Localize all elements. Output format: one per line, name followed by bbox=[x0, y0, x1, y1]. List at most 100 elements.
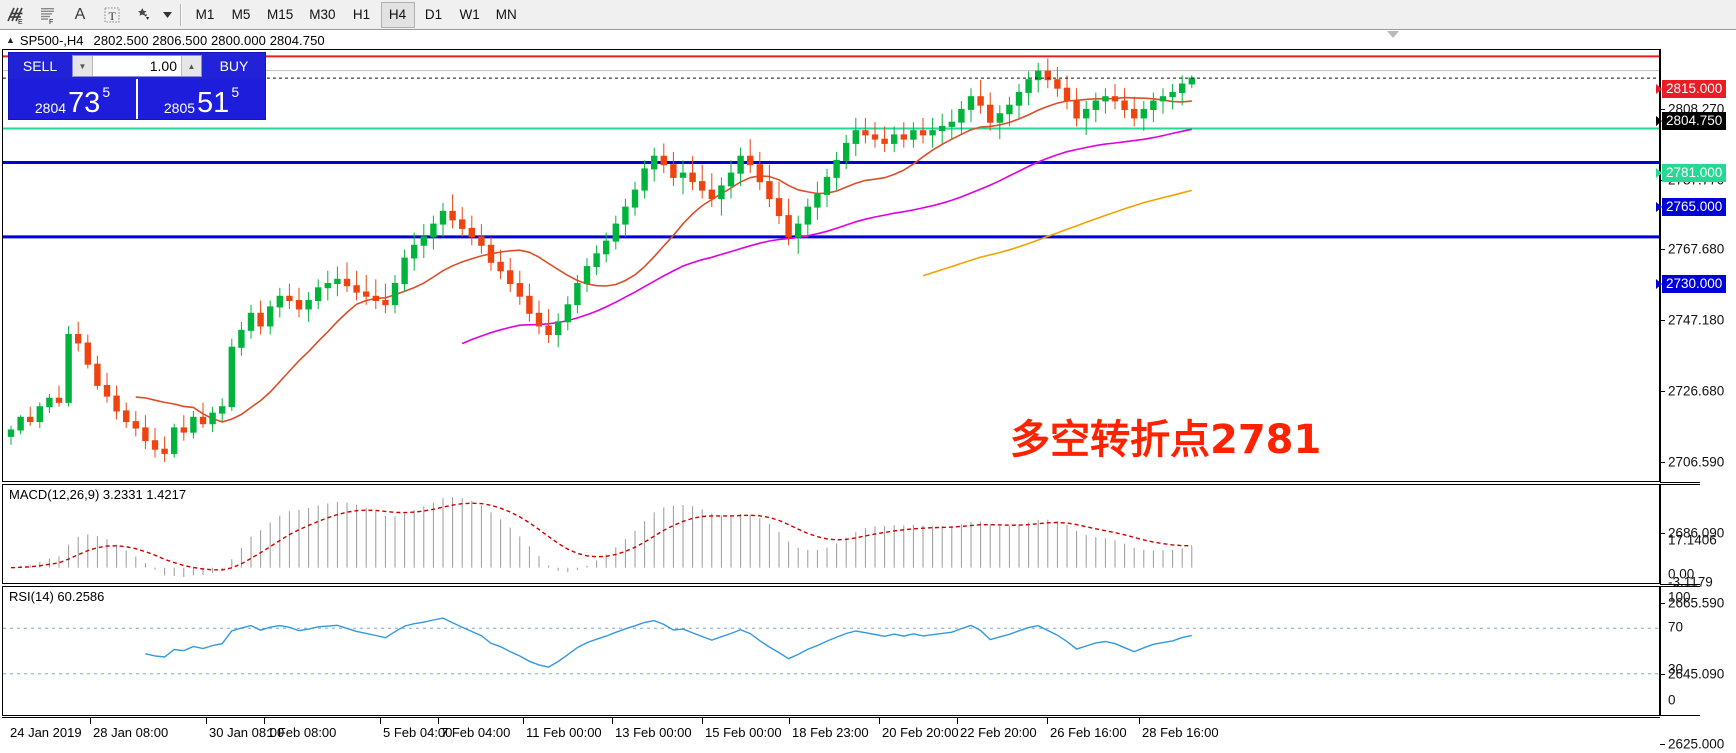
time-axis-label: 7 Feb 04:00 bbox=[441, 725, 511, 740]
time-axis-label: 22 Feb 20:00 bbox=[960, 725, 1037, 740]
timeframe-group: M1 M5 M15 M30 H1 H4 D1 W1 MN bbox=[188, 1, 526, 28]
time-axis-label: 20 Feb 20:00 bbox=[882, 725, 959, 740]
indicators-icon[interactable]: E bbox=[0, 1, 32, 29]
time-axis-label: 26 Feb 16:00 bbox=[1050, 725, 1127, 740]
axis-tick-mark bbox=[1660, 391, 1665, 392]
price-tick-label: 2665.590 bbox=[1668, 595, 1725, 611]
time-tick-mark bbox=[523, 718, 524, 724]
timeframe-m5[interactable]: M5 bbox=[231, 7, 251, 22]
time-axis-label: 18 Feb 23:00 bbox=[792, 725, 869, 740]
time-tick-mark bbox=[380, 718, 381, 724]
symbol-label: SP500-,H4 bbox=[19, 32, 84, 48]
time-axis[interactable]: 24 Jan 2019 28 Jan 08:00 30 Jan 08:00 1 Feb… bbox=[2, 717, 1660, 751]
price-level-box[interactable]: 2781.000 bbox=[1662, 164, 1727, 182]
objects-dropdown-caret-icon[interactable] bbox=[160, 1, 174, 29]
axis-frame bbox=[1660, 49, 1700, 716]
price-axis[interactable]: 2808.2702787.7702767.6802747.1802726.680… bbox=[1656, 49, 1736, 752]
time-tick-mark bbox=[1047, 718, 1048, 724]
axis-tick-mark bbox=[1660, 462, 1665, 463]
price-level-box[interactable]: 2804.750 bbox=[1662, 112, 1727, 130]
buy-price-prefix: 2805 bbox=[163, 100, 196, 116]
price-pane[interactable] bbox=[2, 49, 1660, 482]
time-axis-label: 24 Jan 2019 bbox=[10, 725, 82, 740]
templates-icon[interactable]: F bbox=[32, 1, 64, 29]
timeframe-m1[interactable]: M1 bbox=[195, 7, 215, 22]
rsi-tick-label: 100 bbox=[1668, 589, 1691, 605]
svg-text:E: E bbox=[18, 19, 23, 26]
macd-pane[interactable]: MACD(12,26,9) 3.2331 1.4217 bbox=[2, 484, 1660, 584]
chart-annotation-text[interactable]: 多空转折点2781 bbox=[1010, 417, 1322, 463]
time-tick-mark bbox=[612, 718, 613, 724]
price-tick-label: 2686.090 bbox=[1668, 525, 1725, 541]
text-label-icon[interactable]: T bbox=[96, 1, 128, 29]
rsi-pane[interactable]: RSI(14) 60.2586 bbox=[2, 586, 1660, 716]
price-level-box[interactable]: 2730.000 bbox=[1662, 275, 1727, 293]
volume-increment-icon[interactable]: ▲ bbox=[181, 56, 201, 76]
buy-price[interactable]: 2805 51 5 bbox=[136, 79, 265, 119]
trade-panel-prices: 2804 73 5 2805 51 5 bbox=[9, 79, 265, 119]
axis-tick-mark bbox=[1660, 533, 1665, 534]
buy-button[interactable]: BUY bbox=[219, 58, 249, 74]
price-tick-label: 2625.000 bbox=[1668, 736, 1725, 752]
price-level-marker-icon bbox=[1656, 84, 1662, 94]
trade-panel-top-row: SELL ▼ 1.00 ▲ BUY bbox=[9, 53, 265, 79]
volume-stepper[interactable]: ▼ 1.00 ▲ bbox=[72, 55, 202, 77]
time-axis-label: 28 Feb 16:00 bbox=[1142, 725, 1219, 740]
toolbar: E F A T bbox=[0, 0, 1736, 30]
volume-value[interactable]: 1.00 bbox=[149, 58, 177, 74]
svg-text:T: T bbox=[109, 9, 117, 23]
buy-price-fraction: 5 bbox=[231, 84, 240, 100]
timeframe-w1[interactable]: W1 bbox=[459, 7, 480, 22]
volume-decrement-icon[interactable]: ▼ bbox=[73, 56, 93, 76]
time-tick-mark bbox=[206, 718, 207, 724]
timeframe-d1[interactable]: D1 bbox=[424, 7, 443, 22]
time-tick-mark bbox=[957, 718, 958, 724]
axis-tick-mark bbox=[1660, 744, 1665, 745]
macd-tick-label: 17.1406 bbox=[1668, 532, 1717, 548]
sell-price-fraction: 5 bbox=[102, 84, 111, 100]
sell-price[interactable]: 2804 73 5 bbox=[9, 79, 136, 119]
timeframe-m30[interactable]: M30 bbox=[309, 7, 336, 22]
sell-price-prefix: 2804 bbox=[34, 100, 67, 116]
timeframe-h4[interactable]: H4 bbox=[380, 1, 415, 28]
time-axis-label: 28 Jan 08:00 bbox=[93, 725, 169, 740]
rsi-tick-label: 0 bbox=[1668, 692, 1676, 708]
axis-tick-mark bbox=[1660, 249, 1665, 250]
ohlc-values: 2802.500 2806.500 2800.000 2804.750 bbox=[93, 32, 325, 48]
sell-price-main: 73 bbox=[68, 87, 101, 119]
objects-icon[interactable] bbox=[128, 1, 160, 29]
time-axis-label: 30 Jan 08:00 bbox=[209, 725, 285, 740]
collapse-triangle-icon[interactable]: ▲ bbox=[6, 35, 15, 45]
buy-price-main: 51 bbox=[197, 87, 230, 119]
timeframe-mn[interactable]: MN bbox=[495, 7, 517, 22]
time-axis-label: 5 Feb 04:00 bbox=[383, 725, 453, 740]
timeframe-m15[interactable]: M15 bbox=[267, 7, 294, 22]
svg-text:F: F bbox=[49, 19, 53, 26]
axis-tick-mark bbox=[1660, 674, 1665, 675]
time-axis-label: 1 Feb 08:00 bbox=[267, 725, 337, 740]
macd-label: MACD(12,26,9) 3.2331 1.4217 bbox=[9, 487, 187, 502]
time-tick-mark bbox=[879, 718, 880, 724]
rsi-tick-label: 70 bbox=[1668, 619, 1684, 635]
macd-tick-label: -3.1179 bbox=[1668, 574, 1713, 590]
time-tick-mark bbox=[264, 718, 265, 724]
chart-area: MACD(12,26,9) 3.2331 1.4217 RSI(14) 60.2… bbox=[0, 49, 1736, 753]
time-tick-mark bbox=[702, 718, 703, 724]
toolbar-separator bbox=[180, 3, 182, 26]
one-click-trading-panel[interactable]: SELL ▼ 1.00 ▲ BUY 2804 73 5 2805 51 5 bbox=[8, 52, 266, 120]
price-level-box[interactable]: 2815.000 bbox=[1662, 80, 1727, 98]
price-chart-svg bbox=[3, 55, 1659, 462]
axis-tick-mark bbox=[1660, 603, 1665, 604]
text-tool-icon[interactable]: A bbox=[74, 5, 86, 23]
timeframe-h1[interactable]: H1 bbox=[352, 7, 371, 22]
rsi-label: RSI(14) 60.2586 bbox=[9, 589, 105, 604]
chart-scroll-nub[interactable] bbox=[1386, 31, 1400, 40]
time-axis-label: 13 Feb 00:00 bbox=[615, 725, 692, 740]
time-tick-mark bbox=[1139, 718, 1140, 724]
price-level-marker-icon bbox=[1656, 116, 1662, 126]
axis-tick-mark bbox=[1660, 109, 1665, 110]
price-level-box[interactable]: 2765.000 bbox=[1662, 198, 1727, 216]
price-level-marker-icon bbox=[1656, 202, 1662, 212]
sell-button[interactable]: SELL bbox=[22, 58, 58, 74]
